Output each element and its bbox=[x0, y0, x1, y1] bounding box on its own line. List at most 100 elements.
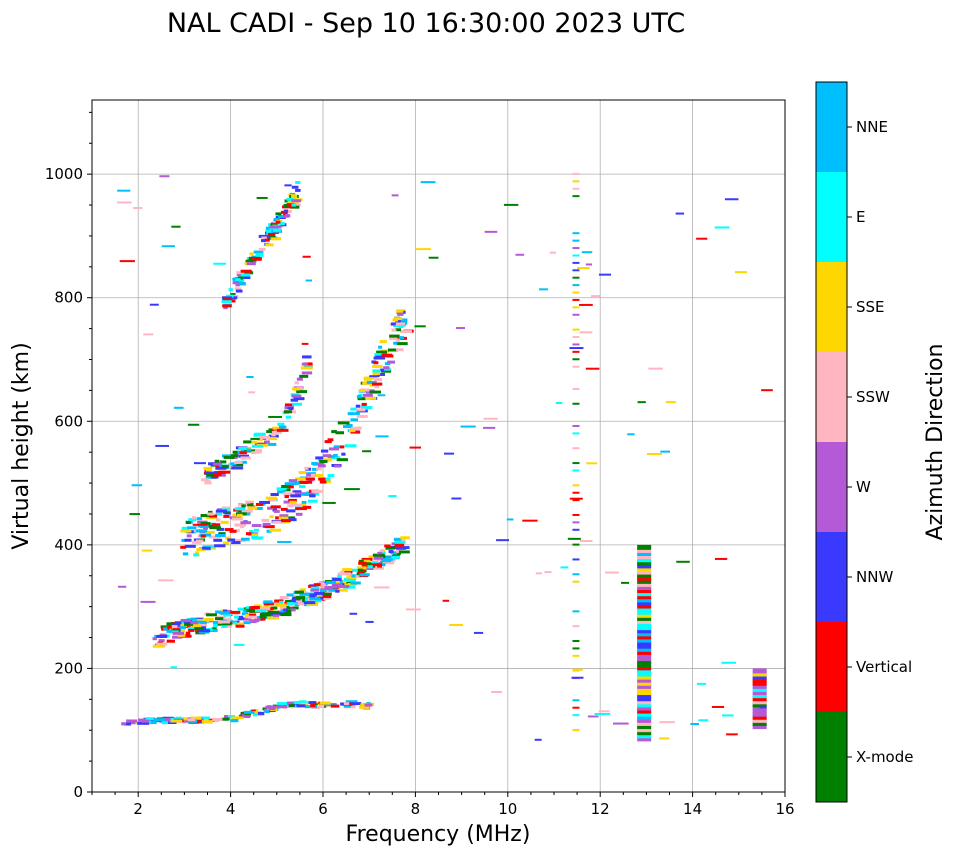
echo-point bbox=[358, 561, 367, 565]
echo-point bbox=[344, 444, 357, 448]
echo-point bbox=[665, 401, 676, 404]
echo-point bbox=[379, 368, 386, 372]
echo-point bbox=[268, 415, 283, 418]
echo-point bbox=[203, 526, 208, 530]
echo-point bbox=[232, 281, 238, 285]
echo-point bbox=[752, 674, 767, 680]
x-tick-label: 2 bbox=[133, 800, 143, 818]
echo-point bbox=[212, 718, 223, 722]
echo-point bbox=[174, 625, 184, 629]
echo-point bbox=[366, 380, 377, 384]
echo-point bbox=[406, 608, 421, 611]
echo-point bbox=[290, 398, 299, 402]
echo-point bbox=[289, 703, 295, 707]
echo-point bbox=[221, 717, 229, 721]
echo-point bbox=[534, 738, 542, 741]
echo-point bbox=[240, 521, 251, 525]
echo-point bbox=[181, 526, 189, 530]
echo-point bbox=[377, 551, 383, 555]
echo-point bbox=[215, 512, 223, 516]
echo-point bbox=[283, 608, 288, 612]
echo-point bbox=[243, 440, 253, 444]
echo-point bbox=[383, 561, 395, 565]
echo-point bbox=[301, 492, 310, 496]
echo-point bbox=[153, 718, 165, 722]
echo-point bbox=[221, 506, 232, 510]
echo-point bbox=[258, 234, 271, 238]
echo-point bbox=[297, 602, 305, 606]
echo-point bbox=[350, 407, 357, 411]
echo-point bbox=[231, 716, 238, 720]
echo-point bbox=[273, 616, 280, 620]
echo-point bbox=[266, 529, 272, 533]
echo-point bbox=[367, 565, 373, 569]
echo-point bbox=[378, 345, 383, 349]
echo-point bbox=[328, 588, 337, 592]
echo-point bbox=[285, 516, 296, 520]
echo-point bbox=[349, 577, 357, 581]
echo-point bbox=[192, 718, 204, 722]
echo-point bbox=[291, 394, 302, 398]
echo-point bbox=[555, 402, 563, 405]
y-tick-label: 400 bbox=[54, 536, 83, 554]
echo-point bbox=[409, 446, 422, 449]
echo-point bbox=[722, 714, 734, 717]
echo-point bbox=[637, 578, 652, 584]
echo-point bbox=[637, 720, 652, 726]
echo-point bbox=[372, 364, 383, 368]
echo-point bbox=[381, 557, 393, 561]
echo-point bbox=[343, 585, 356, 589]
echo-point bbox=[270, 431, 282, 435]
echo-point bbox=[284, 403, 294, 407]
echo-point bbox=[381, 353, 393, 357]
echo-point bbox=[159, 175, 170, 178]
echo-point bbox=[365, 620, 374, 623]
echo-point bbox=[291, 203, 297, 207]
echo-point bbox=[236, 512, 247, 516]
echo-point bbox=[316, 704, 325, 708]
echo-point bbox=[238, 276, 244, 280]
echo-point bbox=[187, 719, 198, 723]
echo-point bbox=[637, 615, 652, 621]
echo-point bbox=[637, 646, 652, 652]
echo-point bbox=[301, 342, 309, 345]
echo-point bbox=[356, 414, 368, 418]
echo-point bbox=[309, 494, 316, 498]
echo-point bbox=[273, 218, 280, 222]
echo-point bbox=[316, 594, 326, 598]
echo-point bbox=[572, 180, 580, 183]
echo-point bbox=[303, 601, 316, 605]
echo-point bbox=[317, 464, 326, 468]
echo-point bbox=[250, 257, 262, 261]
echo-point bbox=[187, 526, 197, 530]
echo-point bbox=[196, 623, 207, 627]
echo-point bbox=[220, 609, 226, 613]
echo-point bbox=[149, 303, 159, 306]
echo-point bbox=[301, 503, 307, 507]
echo-point bbox=[206, 613, 217, 617]
echo-point bbox=[247, 503, 254, 507]
echo-point bbox=[267, 610, 280, 614]
echo-point bbox=[320, 458, 333, 462]
echo-point bbox=[506, 518, 514, 521]
echo-point bbox=[295, 507, 308, 511]
echo-point bbox=[275, 220, 281, 224]
echo-point bbox=[572, 232, 580, 235]
echo-point bbox=[637, 597, 652, 603]
echo-point bbox=[637, 551, 652, 557]
echo-point bbox=[637, 600, 652, 606]
echo-point bbox=[572, 239, 580, 242]
echo-point bbox=[291, 387, 301, 391]
echo-point bbox=[355, 404, 361, 408]
echo-point bbox=[698, 719, 709, 722]
echo-point bbox=[299, 588, 306, 592]
echo-point bbox=[359, 573, 370, 577]
echo-point bbox=[183, 717, 188, 721]
echo-point bbox=[280, 609, 285, 613]
echo-point bbox=[212, 620, 223, 624]
echo-point bbox=[752, 671, 767, 677]
echo-point bbox=[752, 702, 767, 708]
echo-point bbox=[233, 643, 245, 646]
echo-point bbox=[637, 659, 652, 665]
